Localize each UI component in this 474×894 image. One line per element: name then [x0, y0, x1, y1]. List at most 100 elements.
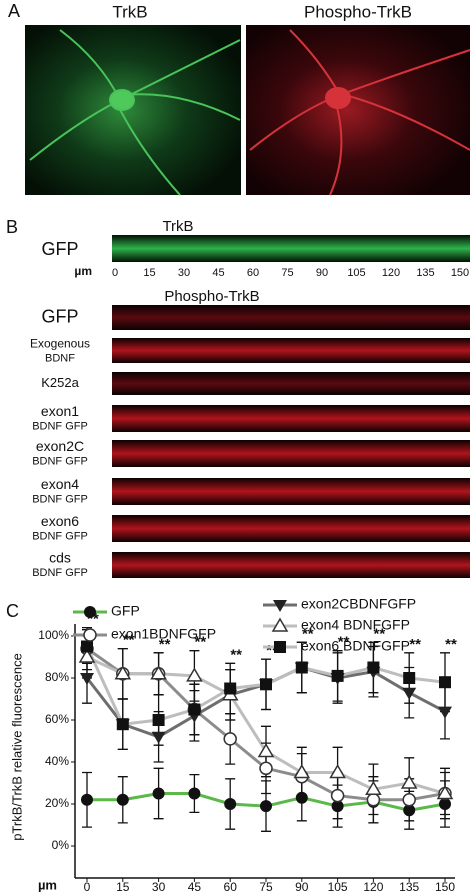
row-label: GFP: [41, 239, 78, 259]
legend-label: exon4 BDNFGFP: [301, 617, 410, 633]
phospho-strip: [112, 440, 470, 467]
marker: [259, 761, 273, 776]
y-axis-label: pTrkB/TrkB relative fluorescence: [9, 653, 24, 841]
x-tick-label: 120: [363, 880, 383, 894]
row-label: exon6: [41, 513, 79, 529]
marker: [331, 669, 344, 682]
strip-tick-label: 15: [143, 267, 155, 279]
section-title: Phospho-TrkB: [164, 288, 259, 305]
significance: **: [230, 646, 242, 663]
strip-tick-label: 105: [347, 267, 365, 279]
row-sublabel: BDNF GFP: [32, 420, 88, 432]
marker: [78, 648, 96, 663]
marker: [83, 628, 97, 642]
axis-unit: µm: [74, 264, 92, 278]
row-label: exon1: [41, 403, 79, 419]
significance: **: [159, 636, 171, 653]
x-tick-label: 90: [295, 880, 309, 894]
x-tick-label: 60: [224, 880, 238, 894]
marker: [330, 788, 345, 803]
marker: [224, 798, 237, 810]
significance: **: [338, 634, 350, 651]
y-tick-label: 100%: [38, 628, 69, 642]
strip-tick-label: 45: [212, 267, 224, 279]
image-title: TrkB: [112, 2, 147, 21]
significance: **: [445, 636, 457, 653]
marker: [295, 791, 308, 804]
strip-title: TrkB: [162, 218, 193, 235]
row-label: K252a: [41, 375, 79, 390]
x-tick-label: 75: [259, 880, 273, 894]
marker: [116, 793, 129, 806]
row-sublabel: BDNF GFP: [32, 530, 88, 542]
x-tick-label: 15: [116, 880, 130, 894]
marker: [151, 731, 166, 744]
panel-label: C: [6, 601, 19, 621]
neuron-green: [29, 29, 241, 196]
marker: [331, 800, 344, 813]
phospho-strip: [112, 305, 470, 330]
panel-label: B: [6, 217, 18, 237]
image-title: Phospho-TrkB: [304, 2, 412, 21]
phospho-strip: [112, 515, 470, 542]
y-tick-label: 20%: [45, 796, 69, 810]
significance: **: [195, 634, 207, 651]
phospho-strip: [112, 552, 470, 578]
trkb-image: [25, 25, 241, 195]
marker: [273, 600, 287, 612]
strip-tick-label: 0: [112, 267, 118, 279]
row-sublabel: BDNF GFP: [32, 493, 88, 505]
marker: [223, 732, 237, 746]
marker: [439, 798, 451, 810]
x-tick-label: 30: [152, 880, 166, 894]
marker: [150, 665, 167, 680]
marker: [402, 793, 416, 807]
marker: [400, 774, 418, 789]
marker: [436, 785, 454, 800]
y-tick-label: 0%: [52, 838, 70, 852]
row-label: exon4: [41, 476, 79, 492]
marker: [365, 780, 382, 796]
y-tick-label: 40%: [45, 754, 69, 768]
legend-label: exon2CBDNFGFP: [301, 596, 416, 612]
marker: [274, 641, 286, 653]
significance: **: [374, 625, 386, 642]
panel-label: A: [8, 1, 20, 21]
x-tick-label: 150: [435, 880, 455, 894]
x-tick-label: 105: [328, 880, 348, 894]
marker: [402, 687, 417, 700]
marker: [81, 640, 93, 653]
significance: **: [266, 642, 278, 659]
marker: [188, 703, 201, 716]
marker: [81, 793, 93, 806]
y-tick-label: 80%: [45, 670, 69, 684]
row-sublabel: BDNF GFP: [32, 455, 88, 467]
significance: **: [123, 632, 135, 649]
x-tick-label: 135: [399, 880, 419, 894]
phospho-trkb-image: [246, 25, 470, 195]
phospho-strip: [112, 372, 470, 395]
y-tick-label: 60%: [45, 712, 69, 726]
legend-label: exon6 BDNFGFP: [301, 638, 410, 654]
trkb-strip: [112, 235, 470, 262]
marker: [293, 764, 311, 779]
strip-tick-label: 30: [178, 267, 190, 279]
phospho-strip: [112, 338, 470, 363]
significance: **: [409, 636, 421, 653]
x-tick-label: 0: [84, 880, 91, 894]
marker: [329, 764, 346, 779]
significance: **: [302, 625, 314, 642]
marker: [439, 676, 451, 689]
marker: [116, 718, 129, 731]
strip-tick-label: 120: [382, 267, 400, 279]
marker: [114, 665, 132, 680]
neuron-red: [249, 29, 471, 196]
marker: [403, 672, 416, 684]
marker: [438, 706, 452, 719]
marker: [80, 673, 94, 685]
strip-tick-label: 75: [281, 267, 293, 279]
row-label: exon2C: [36, 438, 84, 454]
marker: [257, 743, 275, 758]
phospho-strip: [112, 405, 470, 432]
